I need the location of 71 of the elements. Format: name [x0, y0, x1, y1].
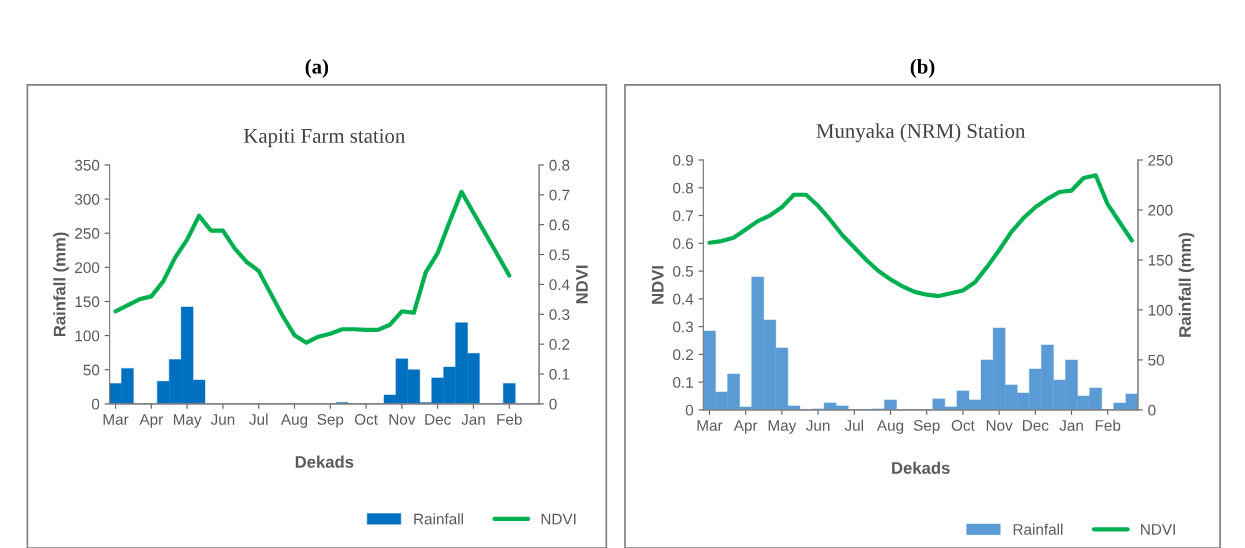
x-tick-label: Aug: [876, 420, 904, 434]
x-tick-label: Aug: [280, 414, 308, 428]
y2-axis-title: NDVI: [576, 265, 588, 304]
x-tick-label: Jun: [806, 420, 830, 431]
x-tick-label: Mar: [103, 414, 129, 425]
y2-tick-label: 0.7: [549, 189, 570, 201]
y2-tick-label: 100: [1148, 304, 1173, 316]
y-axis-title: Rainfall (mm): [53, 232, 69, 337]
y-tick-label: 0: [91, 398, 100, 410]
y-tick-label: 0.9: [673, 154, 693, 166]
y2-tick-label: 200: [1148, 204, 1173, 216]
y-tick-label: 0.8: [673, 182, 694, 194]
y2-axis-title: Rainfall (mm): [1178, 233, 1195, 337]
y2-tick-label: 0.3: [549, 309, 570, 320]
y2-tick-label: 250: [1148, 154, 1173, 166]
y2-tick-label: 50: [1148, 354, 1165, 366]
x-tick-label: Jan: [461, 414, 485, 425]
x-tick-label: Jun: [210, 414, 235, 425]
x-tick-label: Jul: [249, 413, 268, 425]
x-tick-label: Feb: [497, 413, 522, 425]
y2-tick-label: 0.5: [549, 249, 570, 261]
x-tick-label: Apr: [733, 420, 758, 434]
y-tick-label: 300: [74, 193, 100, 205]
y2-tick-label: 0: [549, 398, 557, 410]
y2-tick-label: 0: [1148, 404, 1156, 416]
x-tick-label: May: [173, 414, 202, 428]
x-tick-label: Nov: [389, 414, 416, 425]
y-tick-label: 50: [83, 364, 100, 376]
y-tick-label: 200: [75, 262, 100, 274]
x-tick-label: Sep: [317, 414, 344, 428]
y-axis-title: NDVI: [651, 266, 664, 304]
x-tick-label: Jul: [844, 419, 864, 431]
y-tick-label: 0.1: [673, 377, 693, 388]
y-tick-label: 100: [75, 330, 100, 342]
x-tick-label: Feb: [1095, 419, 1121, 431]
legend-label: NDVI: [541, 513, 576, 525]
x-tick-label: Apr: [139, 414, 163, 428]
x-tick-label: Dec: [1023, 420, 1049, 431]
x-tick-label: Jan: [1059, 420, 1083, 431]
chart-title: Kapiti Farm station: [243, 128, 406, 148]
text: (b): [910, 59, 935, 78]
x-tick-label: Mar: [697, 420, 723, 431]
legend-label: Rainfall: [1013, 523, 1063, 535]
y-tick-label: 0: [685, 404, 694, 416]
y2-tick-label: 0.4: [549, 279, 570, 291]
x-tick-label: Oct: [951, 420, 975, 431]
chart-title: Munyaka (NRM) Station: [816, 123, 1026, 143]
x-tick-label: May: [768, 420, 797, 434]
x-axis-title: Dekads: [892, 461, 950, 474]
y-tick-label: 250: [75, 228, 100, 239]
y-tick-label: 0.7: [673, 210, 693, 222]
y-tick-label: 0.6: [673, 238, 694, 249]
y2-tick-label: 0.6: [549, 219, 570, 231]
x-tick-label: Nov: [986, 420, 1013, 431]
x-axis-title: Dekads: [295, 455, 354, 468]
y2-tick-label: 150: [1148, 254, 1173, 266]
y-tick-label: 0.4: [673, 293, 694, 305]
y-tick-label: 350: [74, 159, 100, 171]
legend-label: NDVI: [1141, 524, 1175, 535]
y2-tick-label: 0.2: [549, 339, 570, 350]
legend-label: Rainfall: [414, 513, 463, 525]
y-tick-label: 0.5: [673, 265, 694, 277]
x-tick-label: Sep: [913, 420, 940, 434]
y2-tick-label: 0.8: [549, 159, 570, 171]
y-tick-label: 0.3: [673, 321, 694, 333]
y2-tick-label: 0.1: [549, 368, 570, 380]
y-tick-label: 0.2: [673, 349, 693, 361]
text: (a): [305, 59, 329, 78]
x-tick-label: Dec: [425, 414, 451, 425]
y-tick-label: 150: [75, 296, 100, 308]
x-tick-label: Oct: [354, 414, 378, 425]
